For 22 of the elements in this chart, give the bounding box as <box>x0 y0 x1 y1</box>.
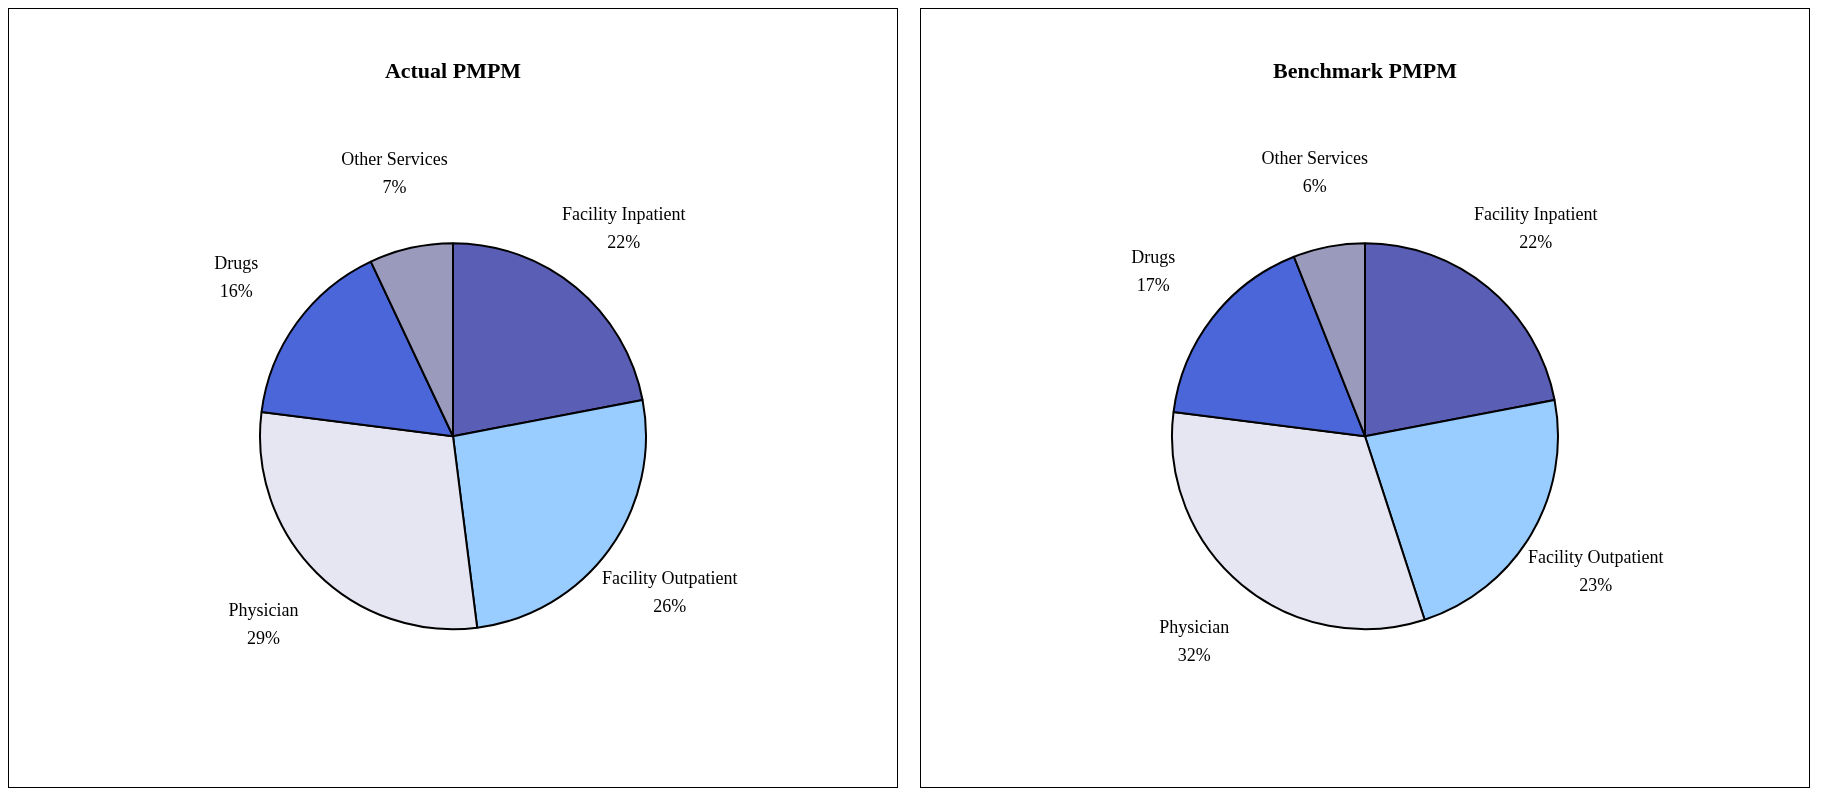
data-label: 16% <box>219 281 253 302</box>
data-label: 23% <box>1579 575 1613 596</box>
slice-label: Physician <box>228 600 299 621</box>
slice-label: Facility Outpatient <box>602 568 738 589</box>
slice-label: Drugs <box>214 253 259 274</box>
slice-label: Other Services <box>341 149 448 170</box>
chart-title: Benchmark PMPM <box>1273 57 1458 83</box>
data-label: 32% <box>1177 645 1211 666</box>
data-label: 22% <box>607 232 641 253</box>
slice-label: Other Services <box>1261 147 1369 168</box>
data-label: 17% <box>1136 274 1170 295</box>
data-label: 6% <box>1302 175 1327 196</box>
slice-label: Physician <box>1159 617 1230 638</box>
slice-label: Facility Inpatient <box>562 204 686 225</box>
slice-label: Facility Inpatient <box>1474 204 1598 225</box>
data-label: 7% <box>382 177 407 198</box>
slice-label: Facility Outpatient <box>1527 547 1664 568</box>
slice-label: Drugs <box>1131 246 1176 267</box>
data-label: 26% <box>653 596 687 617</box>
data-label: 29% <box>247 628 280 649</box>
chart-title: Actual PMPM <box>384 57 522 83</box>
data-label: 22% <box>1519 232 1553 253</box>
